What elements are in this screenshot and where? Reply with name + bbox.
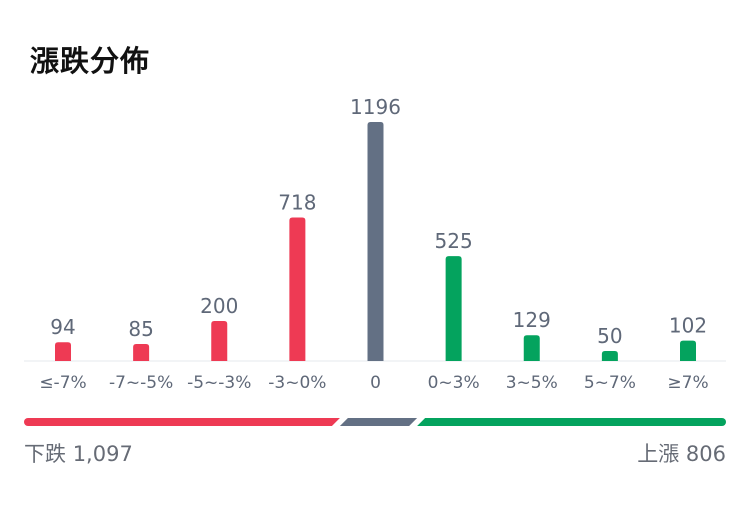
- up-summary-count: 806: [685, 442, 726, 466]
- bar: [601, 351, 618, 361]
- category-label: -3~0%: [268, 373, 326, 393]
- bar: [289, 217, 306, 361]
- bar-value-label: 200: [200, 294, 238, 318]
- chart-title: 漲跌分佈: [30, 44, 151, 78]
- flat-proportion-segment: [339, 418, 418, 426]
- up-summary-label: 上漲: [637, 442, 680, 466]
- down-summary-label: 下跌: [24, 442, 66, 466]
- up-summary: 上漲 806: [637, 438, 726, 468]
- down-proportion-segment: [24, 418, 340, 426]
- bar-value-label: 525: [435, 229, 473, 253]
- bar: [367, 122, 384, 361]
- category-label: 5~7%: [584, 373, 636, 393]
- bar: [133, 344, 150, 361]
- category-label: ≤-7%: [39, 373, 86, 393]
- bar-value-label: 102: [669, 314, 707, 338]
- up-proportion-segment: [417, 418, 726, 426]
- bar: [211, 321, 228, 361]
- bar-value-label: 85: [128, 317, 153, 341]
- category-label: -7~-5%: [109, 373, 173, 393]
- category-label: 3~5%: [506, 373, 558, 393]
- bar-value-label: 718: [278, 191, 316, 215]
- bar-value-label: 129: [513, 308, 551, 332]
- bar-value-label: 1196: [350, 95, 401, 119]
- bar: [523, 335, 540, 361]
- bar: [445, 256, 462, 361]
- bar-value-label: 50: [597, 324, 622, 348]
- bar: [55, 342, 71, 361]
- category-label: 0~3%: [428, 373, 480, 393]
- category-label: -5~-3%: [187, 373, 251, 393]
- down-summary-count: 1,097: [72, 442, 133, 466]
- category-label: 0: [370, 373, 381, 393]
- bar-value-label: 94: [50, 315, 75, 339]
- bar: [680, 340, 696, 361]
- category-label: ≥7%: [667, 373, 708, 393]
- down-summary: 下跌 1,097: [24, 438, 133, 468]
